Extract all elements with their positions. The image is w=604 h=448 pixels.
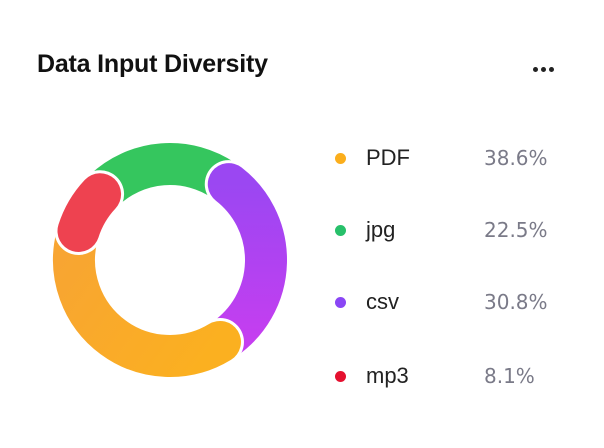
legend-item-csv[interactable]: csv 30.8% xyxy=(330,280,580,324)
chart-title: Data Input Diversity xyxy=(37,50,268,78)
legend-value: 38.6% xyxy=(484,146,548,170)
legend-item-mp3[interactable]: mp3 8.1% xyxy=(330,354,580,398)
menu-dot xyxy=(548,66,554,72)
legend-item-pdf[interactable]: PDF 38.6% xyxy=(330,136,580,180)
legend-item-jpg[interactable]: jpg 22.5% xyxy=(330,208,580,252)
legend-dot xyxy=(335,296,346,308)
legend-dot xyxy=(335,224,346,236)
legend-dot xyxy=(335,370,346,382)
legend-label: csv xyxy=(366,289,399,314)
donut-slice-mp3[interactable] xyxy=(57,173,122,252)
menu-dot xyxy=(532,66,538,72)
legend-value: 30.8% xyxy=(484,290,548,314)
more-options-icon[interactable] xyxy=(522,56,564,82)
legend-label: jpg xyxy=(366,217,396,242)
donut-slice-pdf[interactable] xyxy=(53,215,241,377)
donut-chart xyxy=(40,130,300,390)
legend-value: 22.5% xyxy=(484,218,548,242)
legend-dot xyxy=(335,152,346,164)
legend-label: mp3 xyxy=(366,363,409,388)
menu-dot xyxy=(540,66,546,72)
legend-label: PDF xyxy=(366,145,410,170)
donut-svg xyxy=(50,140,290,380)
donut-slice-csv[interactable] xyxy=(203,163,287,360)
legend-value: 8.1% xyxy=(484,364,535,388)
